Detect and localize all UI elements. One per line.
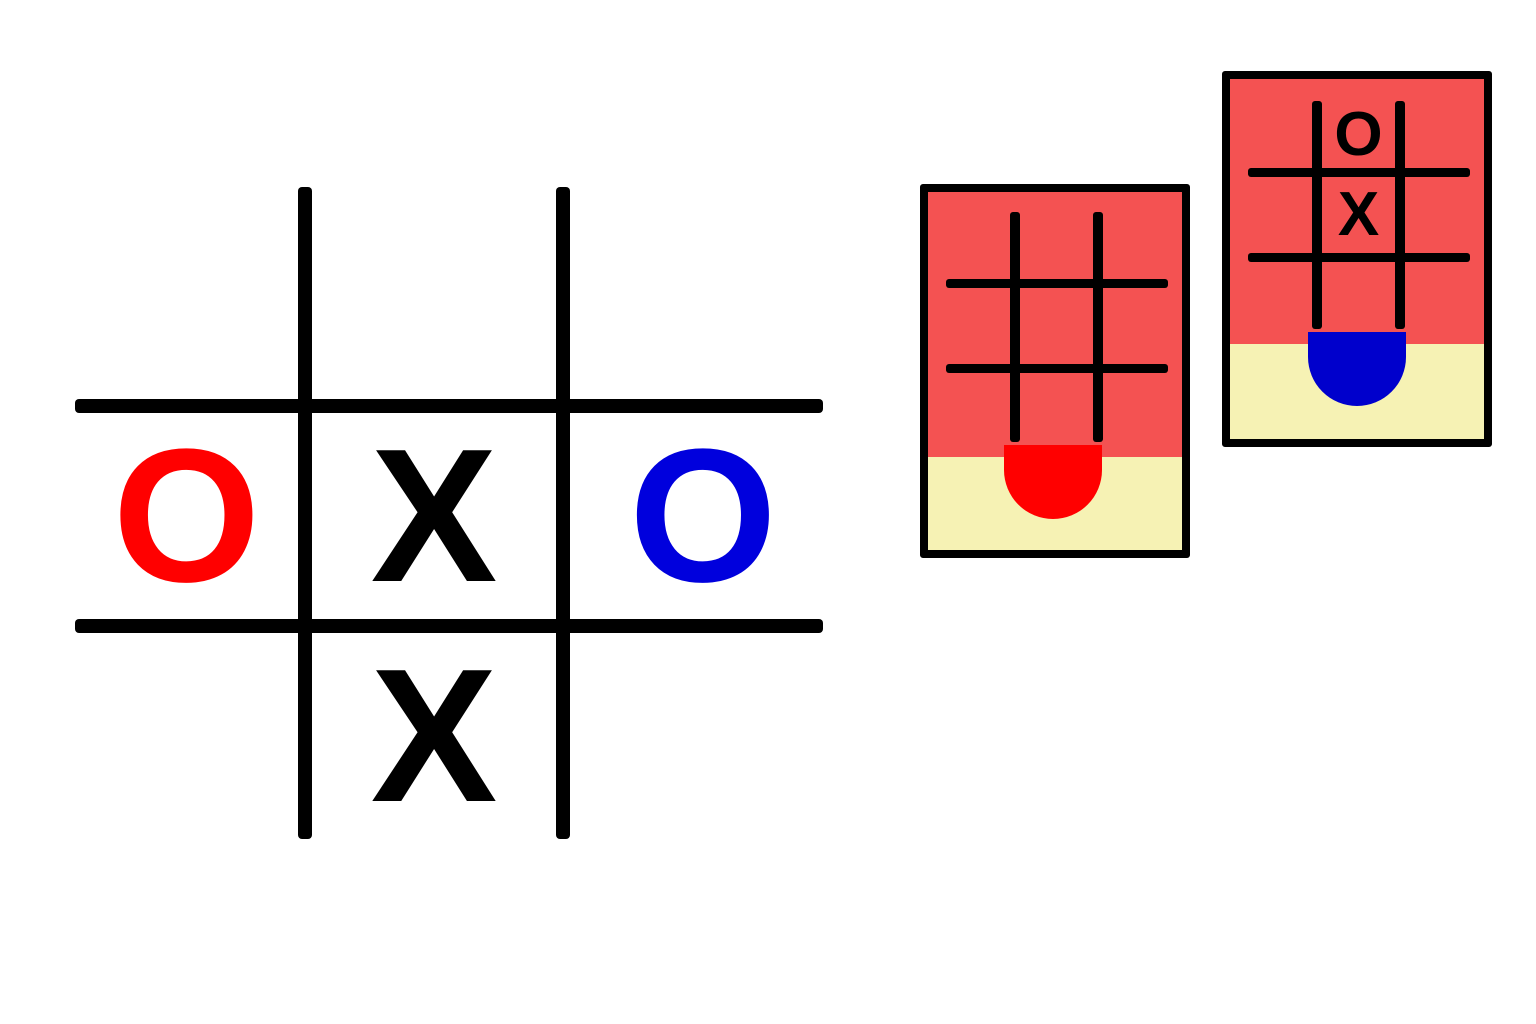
mini-cell-r0-c1 bbox=[1020, 212, 1093, 279]
mini-grid-horizontal-line-1 bbox=[1248, 168, 1470, 177]
board-cell-r2-c2[interactable] bbox=[570, 633, 823, 839]
board-vertical-line-1 bbox=[298, 187, 312, 839]
mini-grid-horizontal-line-2 bbox=[1248, 253, 1470, 262]
mini-cell-r0-c1: O bbox=[1334, 100, 1383, 169]
mini-cell-r1-c1: X bbox=[1337, 180, 1380, 249]
board-cell-r2-c1[interactable]: X bbox=[370, 630, 498, 842]
player-card-blue[interactable]: O X bbox=[1222, 71, 1492, 447]
mini-grid-vertical-line-2 bbox=[1395, 101, 1405, 329]
board-cell-r0-c1[interactable] bbox=[312, 190, 556, 399]
mini-grid-vertical-line-1 bbox=[1312, 101, 1322, 329]
card-board-area: O X bbox=[1230, 79, 1484, 352]
board-horizontal-line-2 bbox=[75, 619, 823, 633]
card-footer bbox=[1230, 332, 1484, 439]
board-horizontal-line-1 bbox=[75, 399, 823, 413]
red-pip-icon bbox=[1004, 445, 1102, 519]
board-cell-r2-c0[interactable] bbox=[75, 633, 298, 839]
mini-grid-horizontal-line-2 bbox=[946, 364, 1168, 373]
blue-pip-icon bbox=[1308, 332, 1406, 406]
board-cell-r0-c0[interactable] bbox=[75, 190, 298, 399]
board-cell-r0-c2[interactable] bbox=[570, 190, 823, 399]
board-cell-r1-c2[interactable]: O bbox=[629, 410, 777, 622]
mini-grid-horizontal-line-1 bbox=[946, 279, 1168, 288]
mini-grid-vertical-line-2 bbox=[1093, 212, 1103, 442]
card-footer bbox=[928, 445, 1182, 550]
mini-grid-vertical-line-1 bbox=[1010, 212, 1020, 442]
board-vertical-line-2 bbox=[556, 187, 570, 839]
player-card-red[interactable] bbox=[920, 184, 1190, 558]
card-board-area bbox=[928, 192, 1182, 465]
mini-cell-r1-c1 bbox=[1020, 288, 1093, 364]
board-cell-r1-c1[interactable]: X bbox=[370, 410, 498, 622]
board-cell-r1-c0[interactable]: O bbox=[112, 410, 261, 622]
